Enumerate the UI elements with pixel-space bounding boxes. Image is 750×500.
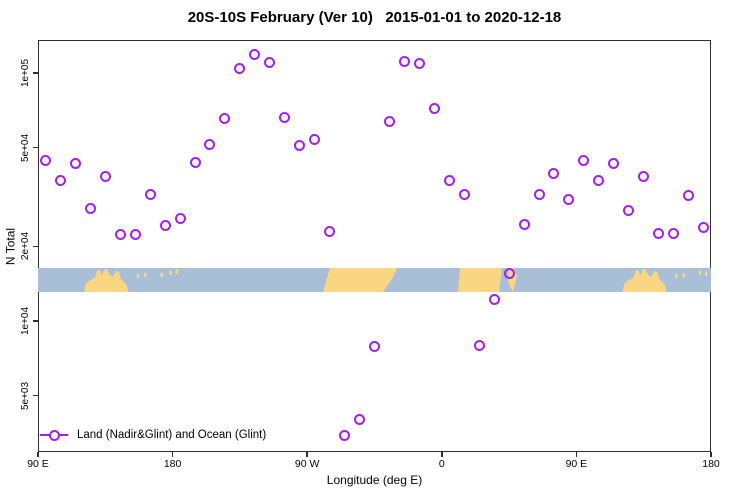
data-point bbox=[324, 226, 336, 238]
legend-line-circle-icon bbox=[40, 429, 68, 441]
data-point bbox=[563, 194, 575, 206]
y-tick-label: 1e+05 bbox=[20, 59, 31, 88]
data-point bbox=[279, 111, 291, 123]
data-point bbox=[264, 57, 276, 69]
data-point bbox=[219, 112, 231, 124]
data-point bbox=[608, 158, 620, 170]
data-point bbox=[548, 167, 560, 179]
island-speck bbox=[136, 273, 140, 279]
data-point bbox=[369, 341, 380, 353]
x-tick-label: 180 bbox=[163, 458, 182, 470]
x-tick-label: 90 E bbox=[27, 458, 49, 470]
data-point bbox=[638, 171, 650, 183]
island-speck bbox=[682, 272, 685, 277]
x-tick-label: 90 W bbox=[294, 458, 320, 470]
map-strip bbox=[38, 267, 711, 292]
data-point bbox=[54, 175, 66, 187]
y-tick bbox=[33, 320, 38, 322]
data-point bbox=[174, 213, 186, 225]
data-point bbox=[69, 158, 81, 170]
data-point bbox=[578, 154, 590, 166]
data-point bbox=[129, 228, 141, 240]
y-tick-label: 1e+04 bbox=[20, 306, 31, 335]
land-shape bbox=[457, 267, 503, 292]
x-tick bbox=[710, 452, 712, 457]
data-point bbox=[593, 175, 605, 187]
data-point bbox=[234, 63, 246, 75]
data-point bbox=[39, 155, 51, 167]
data-point bbox=[204, 138, 216, 150]
data-point bbox=[683, 189, 695, 201]
data-point bbox=[189, 157, 201, 169]
y-tick-label: 5e+03 bbox=[20, 381, 31, 410]
data-point bbox=[413, 58, 425, 70]
legend: Land (Nadir&Glint) and Ocean (Glint) bbox=[40, 429, 266, 441]
data-point bbox=[144, 188, 156, 200]
island-speck bbox=[699, 270, 702, 275]
land-shape bbox=[323, 267, 398, 292]
land-shape bbox=[622, 268, 667, 292]
data-point bbox=[339, 430, 351, 442]
data-point bbox=[653, 227, 665, 239]
island-speck bbox=[175, 268, 178, 274]
x-tick-label: 90 E bbox=[565, 458, 588, 470]
plot-area bbox=[38, 40, 711, 452]
island-speck bbox=[169, 270, 173, 275]
y-tick bbox=[33, 245, 38, 248]
y-axis-title: N Total bbox=[3, 227, 18, 266]
data-point bbox=[518, 218, 530, 230]
data-point bbox=[159, 220, 171, 232]
data-point bbox=[294, 139, 306, 151]
y-tick bbox=[33, 394, 38, 397]
data-point bbox=[84, 203, 96, 215]
data-point bbox=[99, 171, 111, 183]
x-axis-title: Longitude (deg E) bbox=[326, 473, 423, 487]
data-point bbox=[503, 267, 515, 279]
data-point bbox=[428, 102, 440, 114]
data-point bbox=[249, 48, 261, 60]
x-tick bbox=[306, 452, 308, 457]
x-tick bbox=[441, 452, 443, 457]
data-point bbox=[114, 228, 126, 240]
data-point bbox=[354, 414, 366, 426]
y-tick-label: 5e+04 bbox=[20, 133, 31, 162]
island-speck bbox=[675, 273, 678, 279]
island-speck bbox=[144, 272, 147, 277]
data-point bbox=[473, 340, 485, 352]
data-point bbox=[533, 188, 545, 200]
data-point bbox=[698, 221, 710, 233]
island-speck bbox=[160, 272, 164, 277]
x-tick bbox=[171, 452, 174, 457]
data-point bbox=[398, 56, 410, 68]
x-tick-label: 0 bbox=[438, 458, 445, 470]
x-tick bbox=[575, 452, 578, 457]
land-shape bbox=[84, 268, 129, 292]
chart-title: 20S-10S February (Ver 10) 2015-01-01 to … bbox=[187, 9, 562, 26]
x-tick-label: 180 bbox=[702, 458, 720, 470]
y-tick bbox=[33, 72, 38, 74]
y-tick-label: 2e+04 bbox=[20, 232, 31, 261]
data-point bbox=[443, 174, 455, 186]
data-point bbox=[623, 204, 635, 216]
data-point bbox=[458, 188, 470, 200]
data-point bbox=[488, 294, 500, 306]
data-point bbox=[668, 227, 680, 239]
y-tick bbox=[33, 146, 38, 149]
data-point bbox=[309, 133, 321, 145]
x-tick bbox=[37, 452, 39, 457]
island-speck bbox=[705, 271, 708, 276]
data-point bbox=[383, 115, 395, 127]
legend-label: Land (Nadir&Glint) and Ocean (Glint) bbox=[77, 429, 267, 441]
